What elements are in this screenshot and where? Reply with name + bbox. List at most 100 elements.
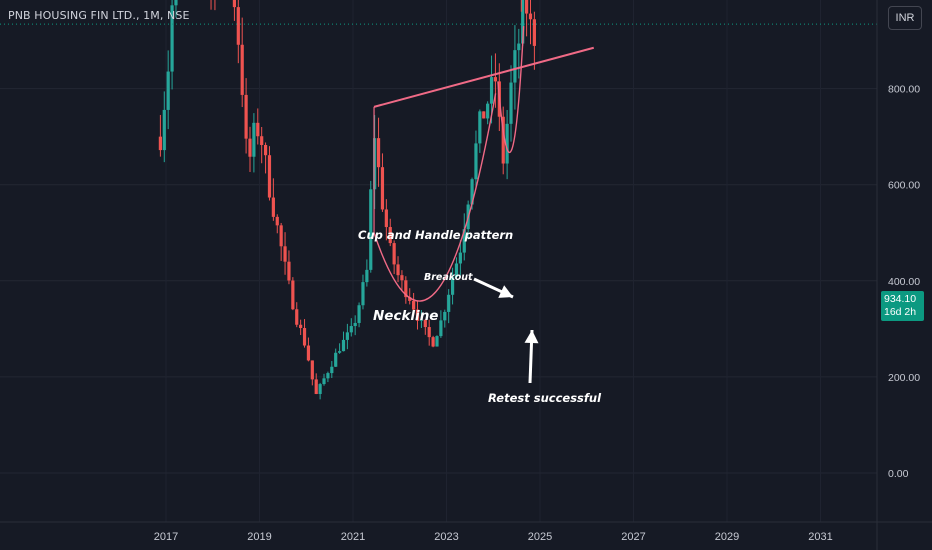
breakout-arrow	[473, 277, 514, 299]
neckline	[373, 46, 595, 108]
candle-body	[470, 179, 474, 205]
pattern-label: Cup and Handle pattern	[358, 228, 513, 242]
candle-body	[384, 209, 388, 228]
candle-body	[505, 123, 509, 164]
x-tick-label: 2031	[808, 531, 832, 543]
candle-body	[447, 294, 451, 312]
x-tick-label: 2025	[528, 531, 552, 543]
candles	[0, 0, 877, 400]
candle-body	[365, 269, 369, 283]
candle-body	[353, 322, 357, 327]
candle-body	[275, 216, 279, 226]
candle-body	[279, 225, 283, 247]
candle-body	[509, 82, 513, 124]
retest-arrow	[524, 329, 539, 384]
candle-body	[458, 252, 462, 264]
y-tick-label: 800.00	[888, 84, 920, 96]
candle-body	[396, 264, 400, 276]
candle-body	[427, 327, 431, 338]
candle-body	[341, 339, 346, 352]
candle-body	[404, 280, 408, 298]
candle-body	[493, 77, 498, 82]
y-tick-label: 600.00	[888, 180, 920, 192]
x-axis[interactable]: 2017 2019 2021 2023 2025 2027 2029 2031	[0, 521, 932, 543]
candle-body	[380, 167, 385, 210]
candle-body	[388, 227, 392, 244]
candle-body	[271, 197, 275, 217]
candle-body	[361, 282, 365, 306]
candle-body	[322, 378, 326, 385]
bar-countdown: 16d 2h	[884, 306, 917, 318]
candle-body	[521, 0, 525, 44]
candle-body	[454, 263, 459, 277]
candle-body	[295, 309, 299, 325]
candle-body	[532, 19, 536, 46]
candle-body	[267, 155, 272, 198]
candle-body	[357, 305, 361, 323]
candle-body	[318, 384, 322, 394]
candle-body	[415, 309, 420, 321]
x-tick-label: 2027	[621, 531, 645, 543]
candle-body	[373, 138, 377, 190]
candle-body	[314, 379, 318, 394]
annotations: Cup and Handle pattern Breakout Neckline Re…	[358, 26, 602, 405]
candle-body	[291, 280, 295, 310]
candle-body	[412, 300, 416, 310]
candle-body	[302, 328, 307, 346]
last-price-value: 934.10	[884, 293, 917, 305]
candle-body	[450, 276, 455, 295]
x-tick-label: 2029	[715, 531, 739, 543]
symbol-title: PNB HOUSING FIN LTD., 1M, NSE	[8, 9, 190, 22]
last-price-badge: 934.10 16d 2h	[881, 291, 924, 321]
cup-curve	[373, 93, 497, 302]
candle-body	[400, 275, 404, 281]
candle-body	[236, 7, 240, 45]
candle-body	[263, 145, 268, 156]
candle-body	[240, 44, 244, 95]
candle-body	[349, 326, 353, 333]
candle-body	[392, 243, 396, 265]
candle-body	[244, 94, 248, 139]
y-tick-label: 0.00	[888, 468, 909, 480]
candle-body	[310, 360, 314, 380]
candle-body	[524, 0, 529, 14]
candle-body	[330, 366, 334, 374]
candle-body	[369, 189, 373, 270]
candle-body	[170, 5, 174, 72]
neckline-label: Neckline	[373, 308, 438, 324]
candle-body	[474, 143, 478, 180]
candle-body	[158, 136, 162, 151]
candle-body	[501, 116, 505, 164]
candle-body	[345, 332, 349, 340]
candle-body	[486, 103, 490, 119]
candle-body	[287, 261, 291, 281]
candle-body	[248, 138, 252, 157]
currency-button[interactable]: INR	[888, 6, 922, 30]
candle-body	[162, 109, 166, 151]
candle-body	[435, 336, 439, 347]
candle-body	[528, 13, 533, 20]
candle-body	[423, 319, 427, 328]
candle-body	[443, 311, 447, 321]
candle-body	[513, 50, 517, 83]
candle-body	[334, 352, 338, 367]
retest-arrow-head	[524, 330, 539, 344]
y-tick-label: 200.00	[888, 372, 920, 384]
candle-body	[306, 345, 311, 361]
candle-body	[326, 373, 330, 379]
x-tick-label: 2017	[154, 531, 178, 543]
x-tick-label: 2019	[247, 531, 271, 543]
candle-body	[478, 111, 482, 144]
breakout-arrow-head	[498, 285, 513, 298]
y-axis[interactable]: -200.000.00200.00400.00600.00800.001,000…	[876, 0, 929, 550]
candle-body	[252, 122, 256, 157]
candle-body	[462, 229, 466, 253]
candle-body	[482, 111, 486, 119]
candle-body	[408, 297, 412, 301]
x-tick-label: 2021	[341, 531, 365, 543]
candle-body	[337, 351, 342, 353]
candle-body	[283, 246, 287, 262]
y-tick-label: 400.00	[888, 276, 920, 288]
handle-curve	[497, 26, 525, 154]
